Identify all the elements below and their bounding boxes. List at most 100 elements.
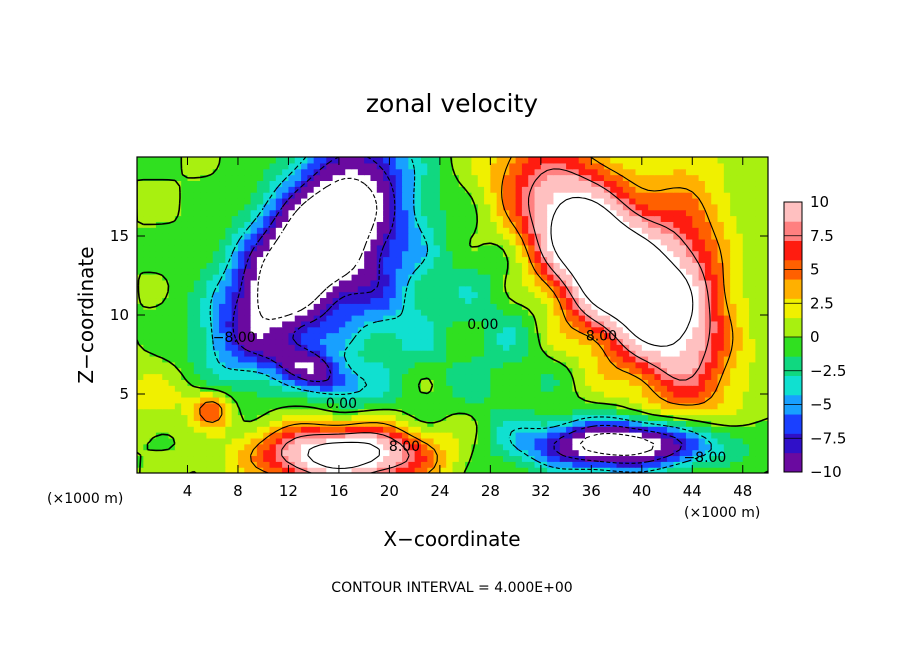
field-cell xyxy=(351,203,359,211)
field-cell xyxy=(477,203,485,211)
field-cell xyxy=(307,361,315,369)
field-cell xyxy=(547,443,555,451)
field-cell xyxy=(395,437,403,445)
field-cell xyxy=(307,338,315,345)
field-cell xyxy=(761,238,768,246)
field-cell xyxy=(458,233,466,240)
field-cell xyxy=(256,285,264,293)
field-cell xyxy=(629,355,637,363)
field-cell xyxy=(660,303,668,310)
field-cell xyxy=(660,215,668,222)
field-cell xyxy=(269,455,277,462)
field-cell xyxy=(616,332,624,340)
field-cell xyxy=(585,315,592,322)
field-cell xyxy=(263,385,271,392)
field-cell xyxy=(622,396,630,404)
field-cell xyxy=(559,227,567,234)
field-cell xyxy=(149,355,157,363)
field-cell xyxy=(206,180,214,187)
field-cell xyxy=(168,256,176,263)
field-cell xyxy=(250,414,258,421)
field-cell xyxy=(648,209,656,217)
field-cell xyxy=(364,203,372,211)
field-cell xyxy=(629,361,637,369)
field-cell xyxy=(559,367,567,375)
field-cell xyxy=(408,455,416,462)
field-cell xyxy=(446,391,454,398)
field-cell xyxy=(591,437,599,445)
field-cell xyxy=(219,338,226,345)
field-cell xyxy=(408,221,416,228)
field-cell xyxy=(515,379,523,386)
field-cell xyxy=(490,215,498,222)
field-cell xyxy=(345,320,353,328)
field-cell xyxy=(521,391,529,398)
field-cell xyxy=(465,309,473,316)
field-cell xyxy=(288,332,296,340)
field-cell xyxy=(149,437,157,445)
field-cell xyxy=(338,285,346,293)
field-cell xyxy=(540,197,548,205)
field-cell xyxy=(408,379,416,386)
field-cell xyxy=(212,338,220,345)
field-cell xyxy=(515,326,523,334)
field-cell xyxy=(572,274,580,281)
field-cell xyxy=(370,391,378,398)
field-cell xyxy=(616,414,624,421)
field-cell xyxy=(622,233,630,240)
field-cell xyxy=(585,437,592,445)
field-cell xyxy=(376,461,384,468)
field-cell xyxy=(572,192,580,199)
field-cell xyxy=(528,279,536,287)
field-cell xyxy=(231,420,239,427)
field-cell xyxy=(515,215,523,222)
field-cell xyxy=(521,437,529,445)
field-cell xyxy=(389,274,397,281)
field-cell xyxy=(200,355,208,363)
field-cell xyxy=(244,396,252,404)
field-cell xyxy=(408,203,416,211)
field-cell xyxy=(603,315,611,322)
field-cell xyxy=(717,233,725,240)
field-cell xyxy=(301,461,308,468)
field-cell xyxy=(288,443,296,451)
field-cell xyxy=(319,291,327,299)
field-cell xyxy=(711,361,719,369)
field-cell xyxy=(673,437,681,445)
field-cell xyxy=(458,268,466,275)
field-cell xyxy=(528,396,536,404)
field-cell xyxy=(635,180,643,187)
field-cell xyxy=(730,203,738,211)
field-cell xyxy=(742,408,750,416)
field-cell xyxy=(679,227,687,234)
field-cell xyxy=(496,432,504,439)
field-cell xyxy=(414,443,422,451)
field-cell xyxy=(383,408,390,416)
field-cell xyxy=(736,338,744,345)
field-cell xyxy=(679,268,687,275)
field-cell xyxy=(622,344,630,351)
field-cell xyxy=(490,233,498,240)
field-cell xyxy=(395,432,403,439)
field-cell xyxy=(168,391,176,398)
field-cell xyxy=(685,203,693,211)
field-cell xyxy=(439,443,447,451)
field-cell xyxy=(622,297,630,304)
field-cell xyxy=(168,285,176,293)
field-cell xyxy=(477,309,485,316)
field-cell xyxy=(414,256,422,263)
field-cell xyxy=(477,391,485,398)
field-cell xyxy=(395,355,403,363)
field-cell xyxy=(496,180,504,187)
field-cell xyxy=(515,338,523,345)
field-cell xyxy=(749,402,756,410)
field-cell xyxy=(168,203,176,211)
field-cell xyxy=(465,203,473,211)
field-cell xyxy=(742,186,750,193)
field-cell xyxy=(338,361,346,369)
field-cell xyxy=(711,209,719,217)
field-cell xyxy=(547,437,555,445)
field-cell xyxy=(553,221,561,228)
field-cell xyxy=(667,320,674,328)
field-cell xyxy=(667,396,674,404)
